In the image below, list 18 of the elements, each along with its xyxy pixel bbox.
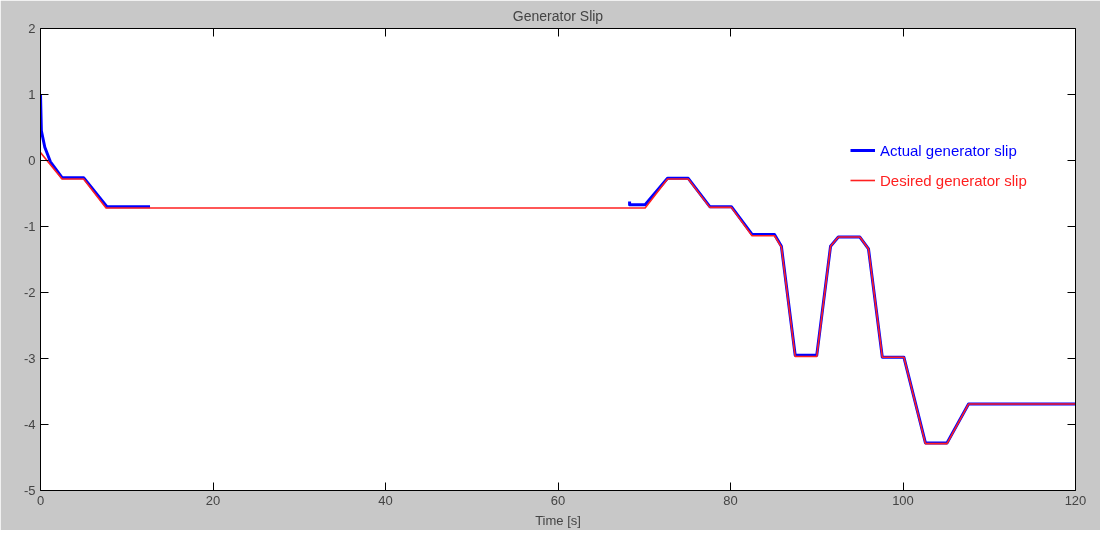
x-tick-label: 120 — [1064, 492, 1087, 508]
legend-label: Actual generator slip — [880, 141, 1017, 159]
x-tick-label: 40 — [378, 492, 393, 508]
x-tick-label: 60 — [550, 492, 566, 508]
y-tick-label: -3 — [23, 351, 36, 366]
x-axis-title: Time [s] — [535, 512, 581, 528]
y-tick-label: -2 — [23, 285, 36, 300]
y-tick-label: -5 — [23, 483, 36, 498]
y-tick-label: -4 — [23, 417, 36, 432]
y-tick-label: 0 — [28, 153, 36, 168]
x-tick-label: 80 — [723, 492, 738, 508]
legend-label: Desired generator slip — [880, 171, 1027, 189]
y-tick-label: 1 — [28, 87, 36, 102]
chart-title: Generator Slip — [512, 7, 604, 24]
y-tick-label: -1 — [23, 219, 36, 234]
y-tick-label: 2 — [28, 21, 36, 36]
x-tick-label: 20 — [205, 492, 221, 508]
x-tick-label: 100 — [892, 492, 914, 508]
